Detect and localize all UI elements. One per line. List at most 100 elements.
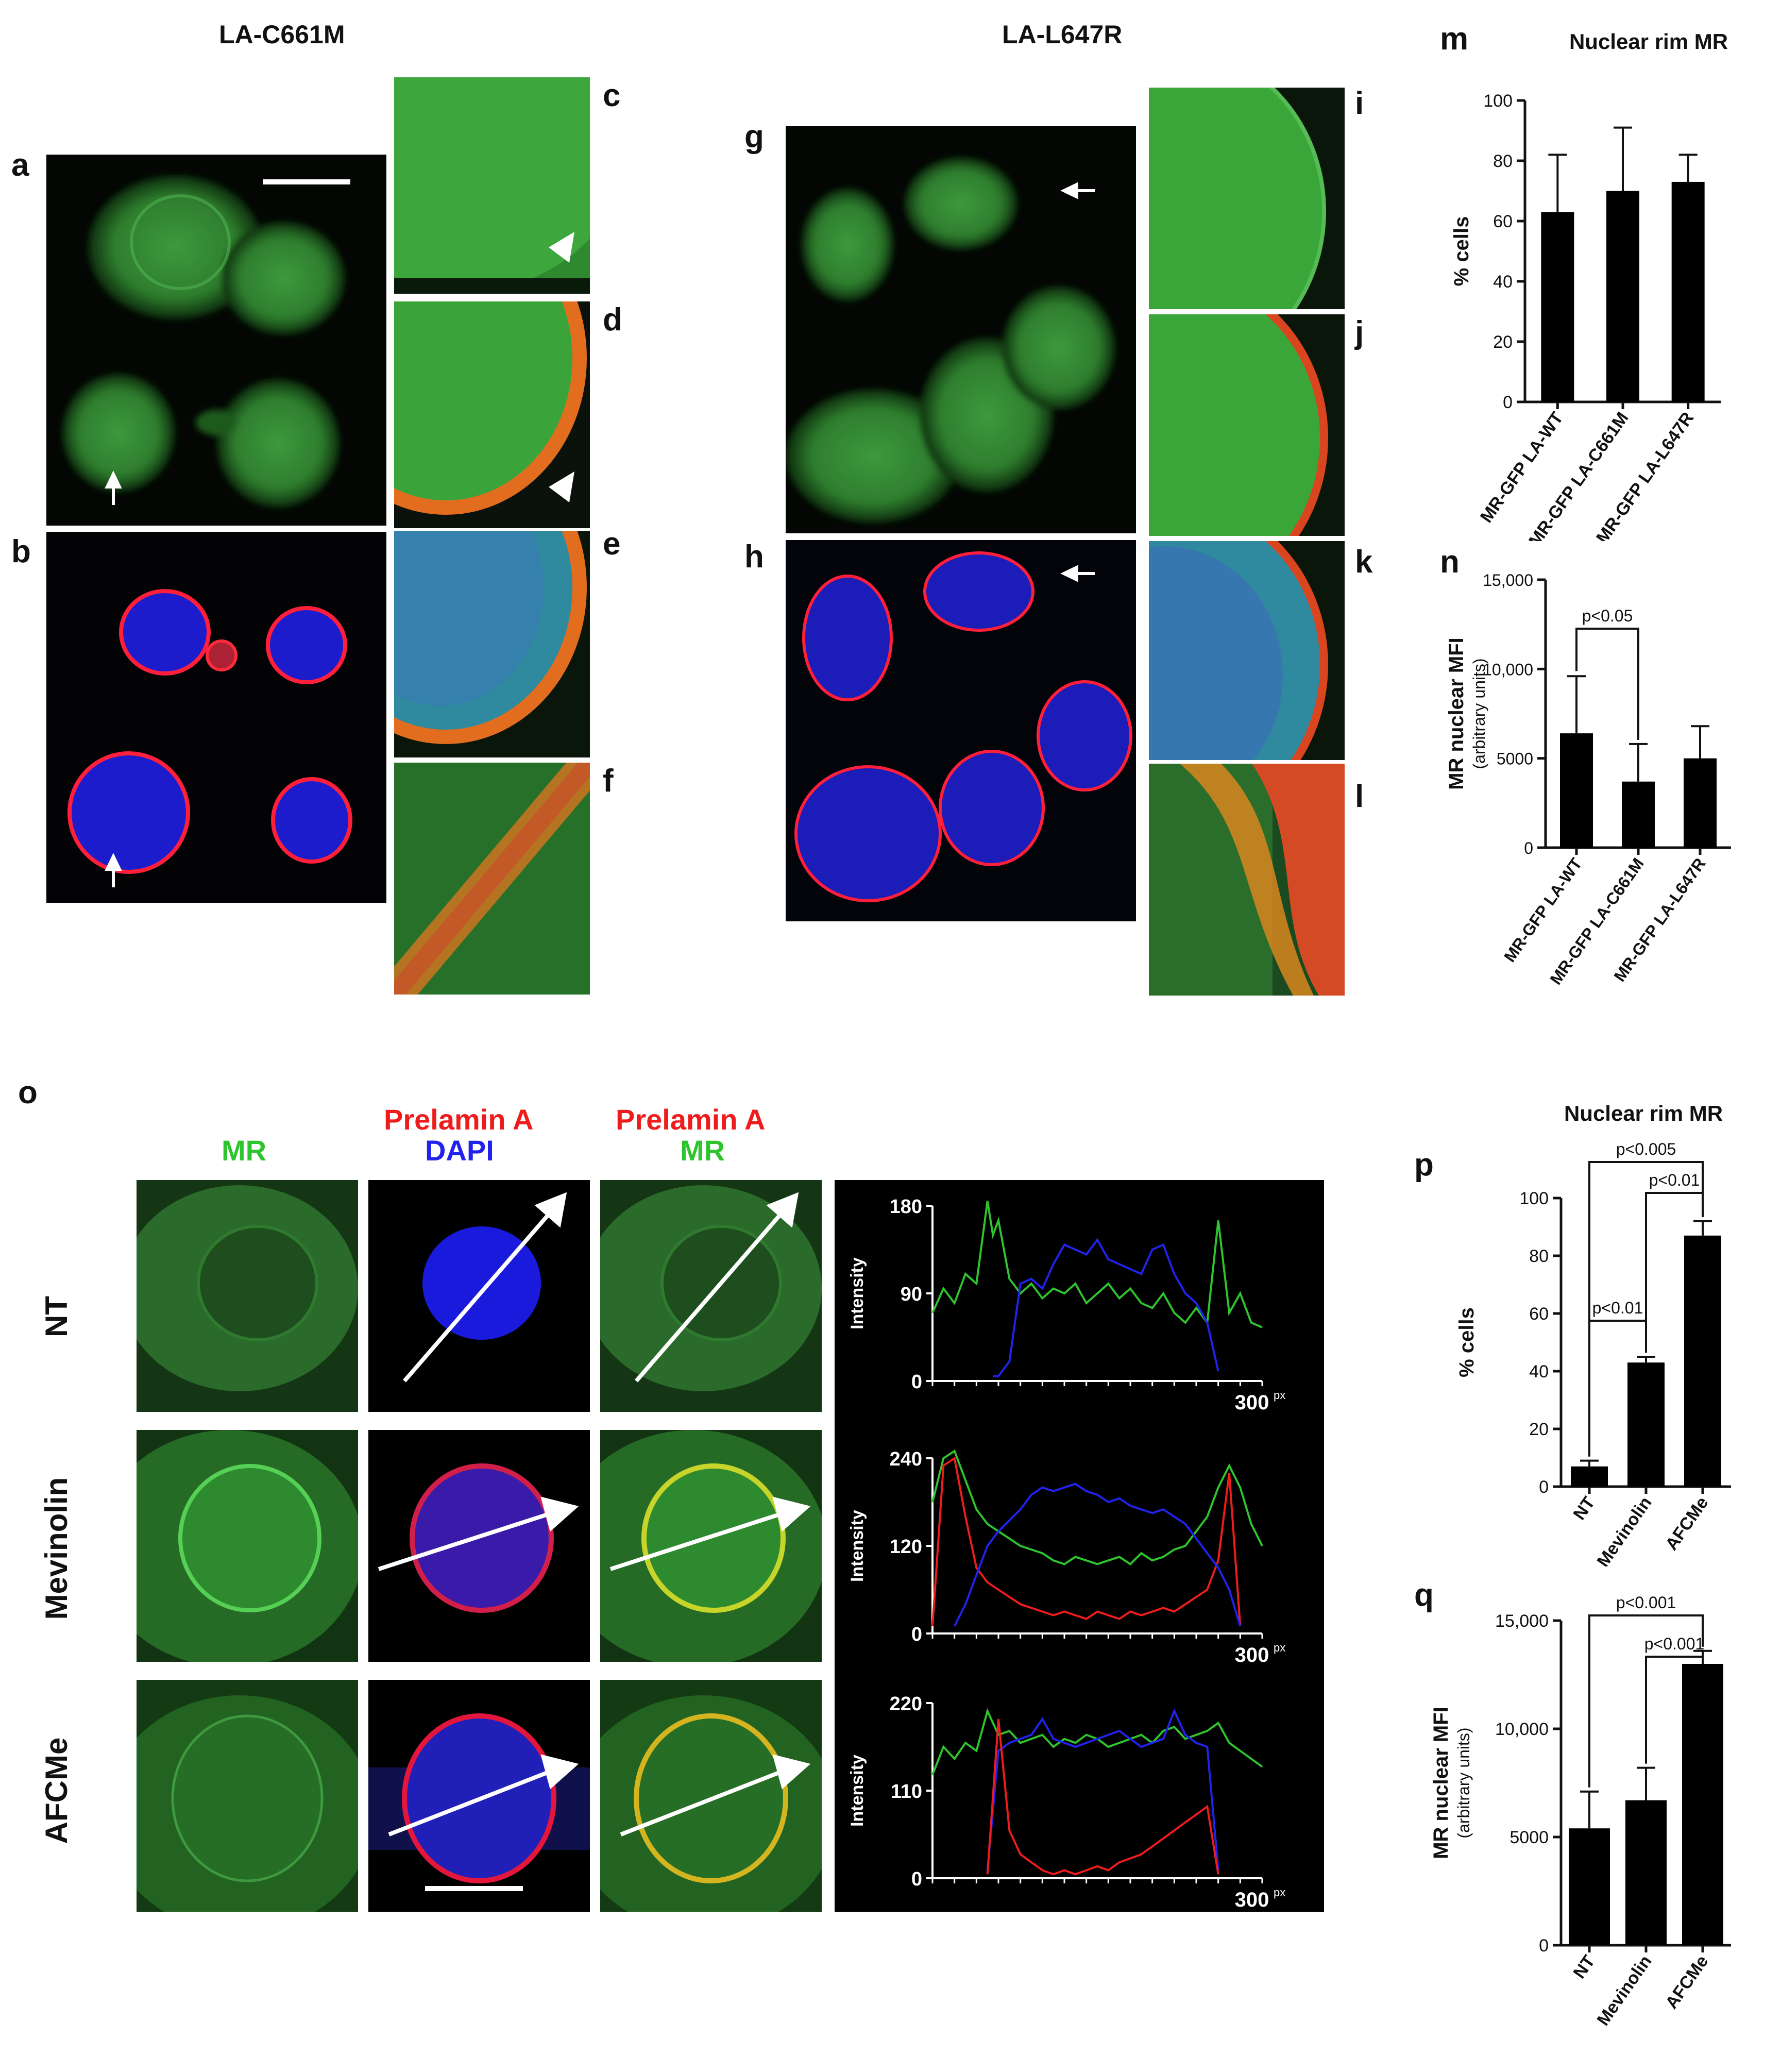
x-unit-label: px <box>1274 1886 1285 1899</box>
micrograph-a-mr-gfp <box>46 155 386 526</box>
y-tick-label: 10,000 <box>1483 660 1533 679</box>
panel-label-e: e <box>603 526 621 562</box>
panel-label-o: o <box>18 1075 38 1110</box>
panel-label-f: f <box>603 763 614 799</box>
arrow-icon <box>620 1754 811 1837</box>
col-label-mr-merge: MR <box>680 1134 725 1167</box>
y-tick-label: 0 <box>911 1624 922 1645</box>
bar <box>1560 733 1593 848</box>
intensity-profiles-svg: Intensity 0 90 180 300 px Intensity 0 120 240 300 p… <box>847 1196 1285 1911</box>
o-afcme-mr <box>137 1680 358 1912</box>
arrow-icon <box>402 1192 567 1383</box>
o-nt-prelamin-dapi <box>368 1180 590 1412</box>
y-axis-label-group: MR nuclear MFI (arbitrary units) <box>1430 1707 1473 1859</box>
panel-label-n: n <box>1440 544 1460 580</box>
micrograph-e-zoom <box>394 531 590 757</box>
x-tick-label: NT <box>1569 1952 1599 1982</box>
profile-line <box>986 1708 1219 1871</box>
y-axis-label-group: % cells <box>1455 1307 1478 1377</box>
profile-afcme: Intensity 0 110 220 300 px <box>847 1693 1285 1911</box>
bar <box>1571 1466 1608 1487</box>
scale-bar <box>425 1886 523 1891</box>
panel-label-h: h <box>744 539 764 575</box>
o-nt-merge <box>600 1180 822 1412</box>
arrow-icon <box>105 853 122 887</box>
bar <box>1684 1235 1721 1487</box>
bar <box>1684 758 1717 848</box>
arrow-icon <box>105 470 122 505</box>
y-tick-label: 0 <box>1539 1936 1549 1956</box>
x-tick-label-group: Mevinolin <box>1593 1493 1655 1566</box>
significance-label: p<0.01 <box>1592 1299 1643 1317</box>
y-tick-label: 20 <box>1493 332 1513 352</box>
y-tick-label: 180 <box>890 1196 922 1218</box>
y-tick-label: 40 <box>1529 1362 1549 1382</box>
chart-q: MR nuclear MFI (arbitrary units) 0 5000 10,0… <box>1430 1593 1731 2029</box>
profile-line <box>953 1483 1242 1627</box>
arrow-icon <box>1060 565 1095 582</box>
panel-label-k: k <box>1355 544 1373 580</box>
micrograph-i-zoom <box>1149 88 1345 309</box>
significance-bracket <box>1588 1161 1704 1457</box>
y-tick-label: 5000 <box>1497 750 1533 768</box>
x-unit-label: px <box>1274 1641 1285 1654</box>
y-axis-label-group: MR nuclear MFI (arbitrary units) <box>1445 637 1488 790</box>
y-tick-label: 220 <box>890 1693 922 1715</box>
x-tick-label: Mevinolin <box>1593 1952 1655 2029</box>
significance-label: p<0.05 <box>1582 607 1633 625</box>
o-mevinolin-mr <box>137 1430 358 1662</box>
x-tick-label: AFCMe <box>1661 1493 1712 1554</box>
y-axis-label: Intensity <box>847 1755 867 1827</box>
o-afcme-merge <box>600 1680 822 1912</box>
significance-bracket <box>1575 628 1639 740</box>
profile-line <box>931 1201 1263 1328</box>
significance-bracket <box>1645 1656 1703 1764</box>
o-mevinolin-merge <box>600 1430 822 1662</box>
profile-line <box>986 1719 1219 1876</box>
x-tick-label-group: Mevinolin <box>1593 1952 1655 2029</box>
bar <box>1622 781 1655 848</box>
header-la-c661m: LA-C661M <box>219 20 345 49</box>
micrograph-f-zoom <box>394 763 590 995</box>
header-la-l647r: LA-L647R <box>1002 20 1123 49</box>
chart-m: Nuclear rim MR% cells020406080100MR-GFP … <box>1450 29 1728 541</box>
y-axis-label-group: Intensity <box>847 1755 867 1827</box>
chart-n: MR nuclear MFI (arbitrary units) 0 5000 10,0… <box>1445 571 1731 988</box>
arrow-icon <box>388 1754 579 1837</box>
significance-label: p<0.001 <box>1616 1593 1676 1612</box>
x-tick-label: Mevinolin <box>1593 1493 1655 1566</box>
o-afcme-prelamin-dapi <box>368 1680 590 1912</box>
y-tick-label: 120 <box>890 1536 922 1558</box>
chart-title: Nuclear rim MR <box>1569 29 1728 54</box>
y-tick-label: 240 <box>890 1448 922 1470</box>
micrograph-g-mr-gfp <box>786 126 1136 533</box>
arrowhead-icon <box>549 232 574 263</box>
y-axis-label-group: % cells <box>1450 216 1473 287</box>
significance-bracket <box>1588 1320 1647 1457</box>
intensity-profiles-panel: Intensity 0 90 180 300 px Intensity 0 120 240 300 p… <box>835 1180 1324 1912</box>
panel-label-j: j <box>1355 315 1364 350</box>
y-tick-label: 0 <box>1524 839 1533 857</box>
arrow-icon <box>634 1192 799 1383</box>
bar <box>1606 191 1639 402</box>
row-label-nt: NT <box>39 1296 74 1337</box>
bar <box>1569 1828 1610 1945</box>
panel-label-c: c <box>603 78 621 113</box>
col-label-prelamin-a: Prelamin A <box>384 1103 534 1136</box>
significance-label: p<0.01 <box>1649 1171 1700 1189</box>
x-tick-label-group: NT <box>1569 1493 1599 1524</box>
micrograph-d-zoom <box>394 301 590 528</box>
bar <box>1625 1800 1667 1945</box>
profile-mevinolin: Intensity 0 120 240 300 px <box>847 1448 1285 1666</box>
y-tick-label: 60 <box>1493 212 1513 231</box>
o-mevinolin-prelamin-dapi <box>368 1430 590 1662</box>
x-tick-label: AFCMe <box>1661 1952 1712 2013</box>
x-tick-label: NT <box>1569 1493 1599 1524</box>
y-tick-label: 40 <box>1493 272 1513 292</box>
panel-label-q: q <box>1414 1577 1434 1613</box>
y-axis-label-group: Intensity <box>847 1510 867 1582</box>
y-tick-label: 10,000 <box>1495 1720 1549 1739</box>
significance-label: p<0.001 <box>1644 1635 1705 1653</box>
y-tick-label: 110 <box>891 1781 922 1803</box>
o-nt-mr <box>137 1180 358 1412</box>
